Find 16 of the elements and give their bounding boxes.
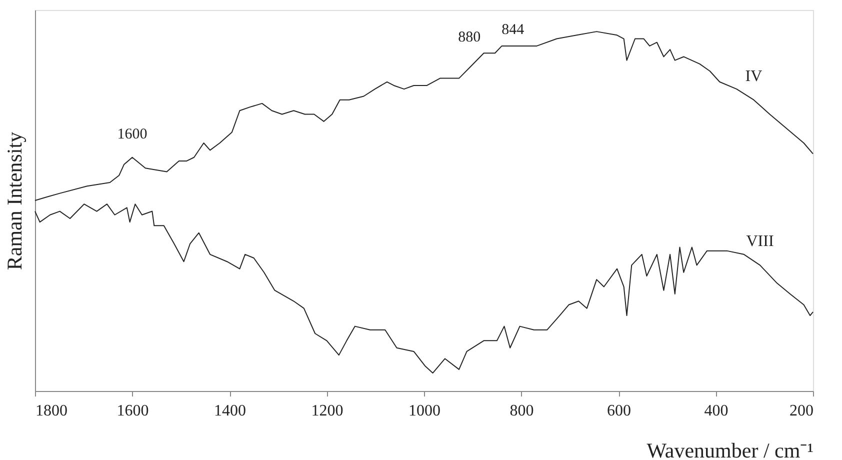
series-label: IV — [745, 68, 763, 85]
x-tick-label: 1200 — [311, 402, 344, 420]
x-tick-label: 1000 — [408, 402, 440, 420]
x-tick-label: 1400 — [214, 402, 246, 420]
x-tick-label: 800 — [510, 402, 534, 420]
y-axis-title: Raman Intensity — [2, 131, 26, 270]
x-tick-label: 1800 — [36, 402, 68, 420]
x-tick-label: 400 — [704, 402, 728, 420]
annotation: 844 — [502, 22, 525, 38]
x-tick-label: 600 — [607, 402, 631, 420]
series-label: VIII — [746, 233, 774, 250]
x-axis-title: Wavenumber / cm⁻¹ — [646, 438, 814, 460]
annotation: 880 — [458, 29, 481, 46]
x-tick-label: 1600 — [116, 402, 149, 420]
x-tick-label: 200 — [790, 402, 814, 420]
annotation: 1600 — [117, 126, 148, 142]
